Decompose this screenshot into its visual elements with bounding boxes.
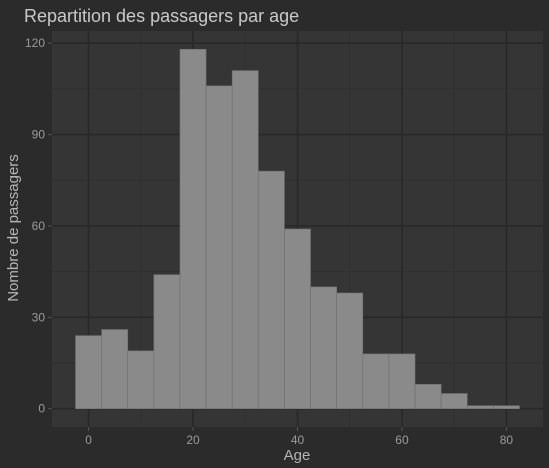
chart-title: Repartition des passagers par age xyxy=(24,6,299,26)
histogram-bar xyxy=(101,329,129,410)
histogram-bar xyxy=(336,292,364,410)
histogram-bar xyxy=(284,228,311,410)
y-tick-label: 120 xyxy=(25,36,45,50)
histogram-bar xyxy=(127,350,155,410)
x-tick-label: 40 xyxy=(291,433,305,447)
histogram-bar xyxy=(258,170,285,410)
x-tick-label: 20 xyxy=(186,433,200,447)
y-axis-label: Nombre de passagers xyxy=(5,154,22,302)
histogram-bar xyxy=(466,405,494,410)
x-tick-label: 60 xyxy=(395,433,409,447)
x-tick-label: 0 xyxy=(85,433,92,447)
y-tick-label: 60 xyxy=(32,219,46,233)
histogram-bar xyxy=(153,274,181,410)
histogram-bar xyxy=(205,85,233,410)
histogram-bar xyxy=(440,393,468,410)
histogram-bar xyxy=(493,405,520,410)
x-axis-label: Age xyxy=(284,447,311,464)
y-tick-label: 0 xyxy=(38,402,45,416)
y-tick-label: 90 xyxy=(32,128,46,142)
histogram-bar xyxy=(362,353,390,410)
histogram-bar xyxy=(388,353,416,410)
histogram-bar xyxy=(75,335,102,410)
histogram-bar xyxy=(231,70,259,410)
x-tick-label: 80 xyxy=(500,433,514,447)
y-tick-label: 30 xyxy=(32,310,46,324)
histogram-bar xyxy=(310,286,337,410)
histogram-bar xyxy=(414,384,442,410)
histogram-bar xyxy=(179,48,207,410)
